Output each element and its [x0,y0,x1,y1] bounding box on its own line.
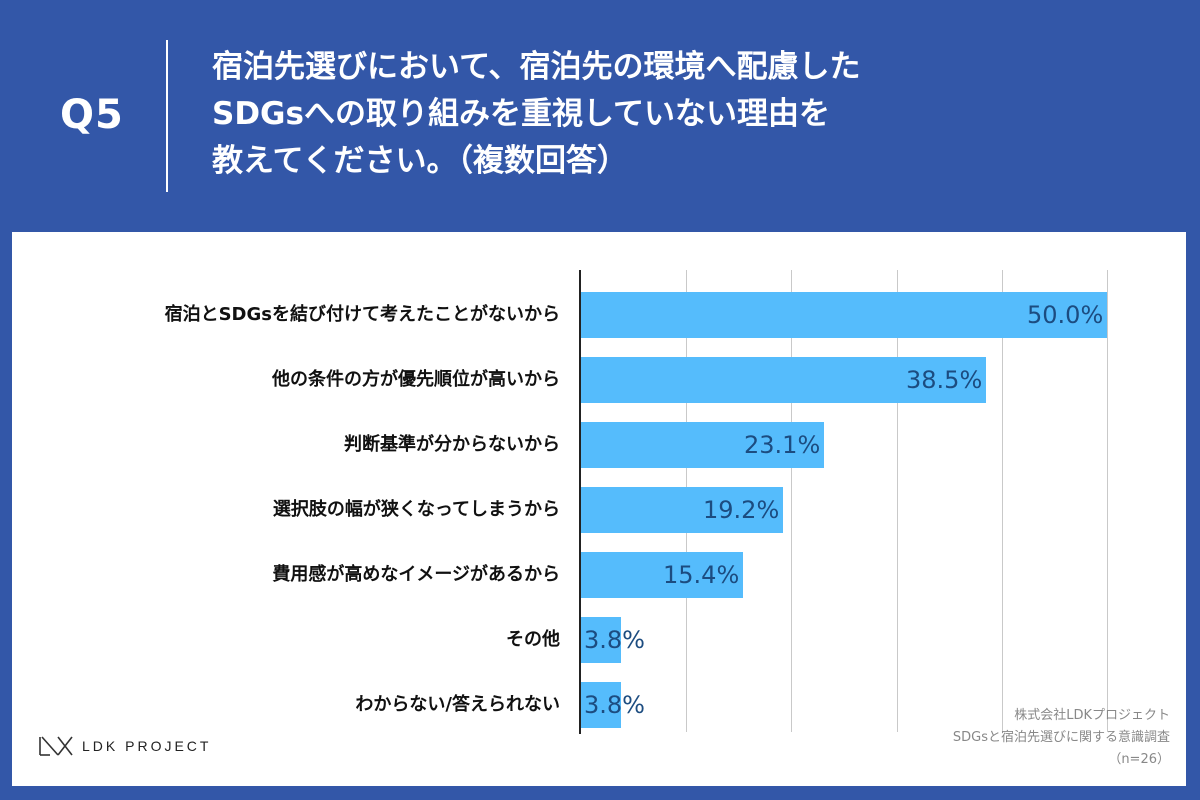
bar [581,487,783,533]
bar [581,682,621,728]
grid-line [897,270,898,732]
grid-line [1107,270,1108,732]
category-label: 費用感が高めなイメージがあるから [272,564,560,585]
bar-value-label: 3.8% [584,626,645,654]
bar-value-label: 23.1% [744,431,821,459]
category-label: 判断基準が分からないから [344,434,560,455]
question-line: 宿泊先選びにおいて、宿泊先の環境へ配慮した [212,49,861,85]
bar [581,357,986,403]
ldk-logo-icon [39,736,73,756]
bar-value-label: 50.0% [1027,301,1104,329]
bar [581,292,1107,338]
category-label: その他 [506,629,560,650]
bar [581,617,621,663]
category-label: 他の条件の方が優先順位が高いから [272,369,560,390]
category-label: 選択肢の幅が狭くなってしまうから [272,499,560,520]
question-text: 宿泊先選びにおいて、宿泊先の環境へ配慮した SDGsへの取り組みを重視していない… [212,44,1172,185]
bar-value-label: 3.8% [584,691,645,719]
question-line: SDGsへの取り組みを重視していない理由を [212,96,831,132]
category-label: わからない/答えられない [355,694,560,715]
bar [581,552,743,598]
question-line: 教えてください。（複数回答） [212,143,629,179]
header-divider [166,40,168,192]
bar-value-label: 38.5% [906,366,983,394]
question-header: Q5 宿泊先選びにおいて、宿泊先の環境へ配慮した SDGsへの取り組みを重視して… [0,0,1200,232]
source-line: 株式会社LDKプロジェクト [1014,708,1170,723]
logo-text: LDK PROJECT [82,738,212,754]
company-logo: LDK PROJECT [38,734,211,758]
bar-value-label: 15.4% [663,561,740,589]
question-number: Q5 [60,92,124,138]
bar-value-label: 19.2% [703,496,780,524]
grid-line [791,270,792,732]
category-label: 宿泊とSDGsを結び付けて考えたことがないから [164,304,560,325]
source-line: SDGsと宿泊先選びに関する意識調査 [952,730,1170,745]
y-axis-line [579,270,581,734]
grid-line [1002,270,1003,732]
bar [581,422,824,468]
source-line: （n=26） [1108,752,1170,767]
survey-source: 株式会社LDKプロジェクト SDGsと宿泊先選びに関する意識調査 （n=26） [770,705,1170,771]
